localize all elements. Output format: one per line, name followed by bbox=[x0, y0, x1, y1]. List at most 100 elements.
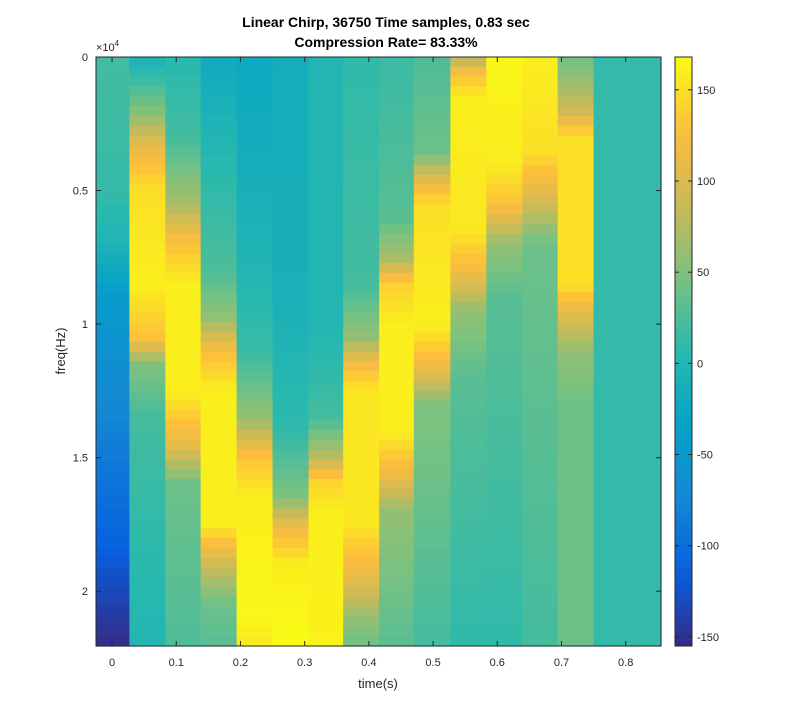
heatmap-cell bbox=[486, 233, 523, 245]
heatmap-cell bbox=[165, 547, 202, 559]
heatmap-cell bbox=[200, 86, 238, 97]
heatmap-cell bbox=[272, 243, 310, 254]
heatmap-cell bbox=[450, 469, 487, 480]
heatmap-cell bbox=[165, 331, 202, 343]
heatmap-cell bbox=[343, 145, 380, 156]
heatmap-cell bbox=[593, 528, 662, 539]
heatmap-cell bbox=[522, 606, 559, 618]
heatmap-cell bbox=[413, 86, 452, 97]
heatmap-cell bbox=[486, 125, 523, 137]
heatmap-cell bbox=[413, 223, 452, 235]
heatmap-cell bbox=[129, 164, 166, 176]
heatmap-cell bbox=[413, 243, 452, 254]
heatmap-cell bbox=[450, 547, 487, 559]
heatmap-cell bbox=[308, 184, 344, 196]
heatmap-cell bbox=[450, 351, 487, 362]
heatmap-cell bbox=[413, 351, 452, 362]
heatmap-cell bbox=[593, 282, 662, 294]
heatmap-cell bbox=[379, 459, 415, 470]
heatmap-cell bbox=[308, 518, 344, 529]
heatmap-cell bbox=[413, 469, 452, 480]
heatmap-cell bbox=[413, 636, 452, 647]
heatmap-cell bbox=[343, 223, 380, 235]
heatmap-cell bbox=[486, 606, 523, 618]
heatmap-cell bbox=[200, 508, 238, 519]
heatmap-cell bbox=[413, 263, 452, 274]
x-tick-label: 0.8 bbox=[618, 657, 633, 669]
heatmap-cell bbox=[343, 577, 380, 588]
y-axis-label: freq(Hz) bbox=[53, 328, 68, 375]
heatmap-cell bbox=[379, 528, 415, 539]
heatmap-cell bbox=[96, 636, 130, 647]
heatmap-cell bbox=[593, 400, 662, 411]
heatmap-cell bbox=[379, 606, 415, 618]
heatmap-cell bbox=[308, 390, 344, 402]
heatmap-cell bbox=[413, 57, 452, 68]
heatmap-cell bbox=[236, 430, 274, 441]
heatmap-cell bbox=[557, 557, 595, 569]
heatmap-cell bbox=[236, 341, 274, 353]
heatmap-cell bbox=[96, 214, 130, 225]
heatmap-cell bbox=[272, 420, 310, 431]
heatmap-cell bbox=[165, 263, 202, 274]
heatmap-cell bbox=[413, 518, 452, 529]
heatmap-cell bbox=[272, 312, 310, 323]
heatmap-cell bbox=[272, 331, 310, 343]
heatmap-cell bbox=[165, 312, 202, 323]
heatmap-cell bbox=[165, 361, 202, 372]
heatmap-cell bbox=[593, 164, 662, 176]
heatmap-cell bbox=[236, 223, 274, 235]
x-tick-label: 0.6 bbox=[490, 657, 505, 669]
heatmap-cell bbox=[343, 184, 380, 196]
heatmap-cell bbox=[450, 272, 487, 284]
heatmap-cell bbox=[272, 538, 310, 549]
heatmap-cell bbox=[96, 371, 130, 382]
heatmap-cell bbox=[129, 528, 166, 539]
heatmap-cell bbox=[308, 380, 344, 392]
heatmap-cell bbox=[450, 106, 487, 117]
heatmap-cell bbox=[413, 214, 452, 225]
heatmap-cell bbox=[129, 351, 166, 362]
heatmap-cell bbox=[450, 430, 487, 441]
heatmap-cell bbox=[200, 233, 238, 245]
colorbar-tick-label: 0 bbox=[697, 358, 703, 370]
heatmap-cell bbox=[343, 636, 380, 647]
heatmap-cell bbox=[236, 587, 274, 598]
heatmap-cell bbox=[129, 145, 166, 156]
heatmap-cell bbox=[593, 66, 662, 78]
heatmap-cell bbox=[96, 155, 130, 166]
heatmap-cell bbox=[96, 528, 130, 539]
heatmap-cell bbox=[522, 164, 559, 176]
heatmap-cell bbox=[343, 361, 380, 372]
heatmap-cell bbox=[379, 567, 415, 578]
heatmap-cell bbox=[200, 587, 238, 598]
heatmap-cell bbox=[272, 430, 310, 441]
heatmap-cell bbox=[236, 76, 274, 88]
heatmap-cell bbox=[343, 557, 380, 569]
heatmap-cell bbox=[522, 233, 559, 245]
heatmap-cell bbox=[272, 479, 310, 490]
heatmap-cell bbox=[379, 174, 415, 186]
heatmap-cell bbox=[200, 214, 238, 225]
heatmap-cell bbox=[450, 557, 487, 569]
heatmap-cell bbox=[96, 380, 130, 392]
heatmap-cell bbox=[308, 587, 344, 598]
heatmap-cell bbox=[379, 420, 415, 431]
heatmap-cell bbox=[413, 538, 452, 549]
heatmap-cell bbox=[593, 96, 662, 107]
heatmap-cell bbox=[450, 243, 487, 254]
heatmap-cell bbox=[450, 449, 487, 461]
heatmap-cell bbox=[129, 439, 166, 451]
spectrogram-column bbox=[129, 57, 166, 647]
heatmap-cell bbox=[129, 606, 166, 618]
heatmap-cell bbox=[522, 469, 559, 480]
heatmap-cell bbox=[379, 66, 415, 78]
heatmap-cell bbox=[413, 253, 452, 264]
heatmap-cell bbox=[96, 449, 130, 461]
heatmap-cell bbox=[557, 636, 595, 647]
heatmap-cell bbox=[450, 115, 487, 127]
heatmap-cell bbox=[413, 587, 452, 598]
heatmap-cell bbox=[450, 214, 487, 225]
heatmap-cell bbox=[165, 115, 202, 127]
spectrogram-column bbox=[486, 57, 523, 647]
